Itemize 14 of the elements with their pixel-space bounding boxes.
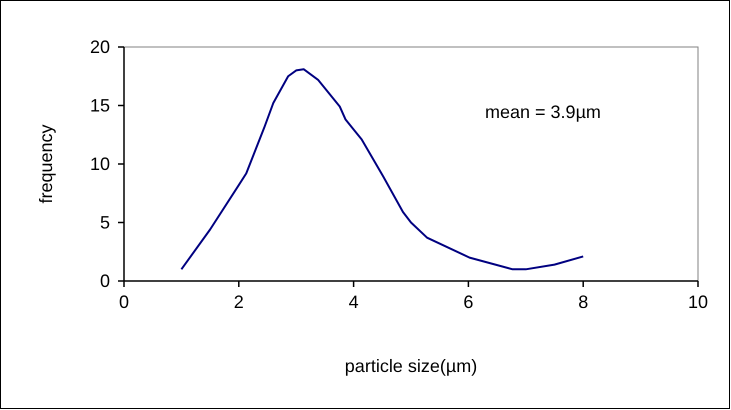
y-tick-label: 0 [100, 270, 110, 291]
x-tick-label: 0 [118, 292, 130, 312]
y-tick-label: 5 [100, 212, 110, 232]
y-tick-label: 20 [90, 36, 110, 57]
x-tick-label: 4 [348, 292, 359, 312]
x-tick-label: 6 [463, 292, 474, 312]
y-tick-label: 15 [90, 95, 110, 116]
y-axis-title: frequency [36, 124, 56, 204]
x-tick-label: 8 [578, 292, 588, 312]
x-tick-label: 10 [688, 292, 708, 312]
annotation: mean = 3.9µm [485, 102, 601, 122]
y-tick-label: 10 [90, 154, 110, 174]
x-tick-label: 2 [234, 292, 244, 312]
x-axis-title: particle size(µm) [344, 356, 478, 376]
